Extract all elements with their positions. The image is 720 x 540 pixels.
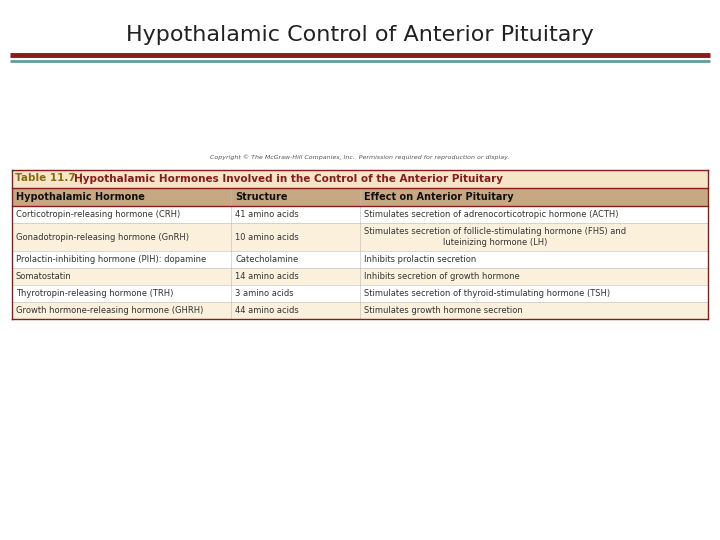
Bar (12, 206, 708, 223)
Text: Somatostatin: Somatostatin (16, 272, 72, 281)
Text: Inhibits secretion of growth hormone: Inhibits secretion of growth hormone (364, 272, 520, 281)
Text: Hypothalamic Hormone: Hypothalamic Hormone (16, 192, 145, 202)
Text: Structure: Structure (235, 192, 288, 202)
Text: Table 11.7 |: Table 11.7 | (15, 173, 87, 185)
Text: Stimulates growth hormone secretion: Stimulates growth hormone secretion (364, 306, 523, 315)
Text: Gonadotropin-releasing hormone (GnRH): Gonadotropin-releasing hormone (GnRH) (16, 233, 189, 241)
Text: Copyright © The McGraw-Hill Companies, Inc.  Permission required for reproductio: Copyright © The McGraw-Hill Companies, I… (210, 154, 510, 160)
Bar (12, 188, 708, 206)
Text: Stimulates secretion of adrenocorticotropic hormone (ACTH): Stimulates secretion of adrenocorticotro… (364, 210, 618, 219)
Bar (12, 302, 708, 319)
Text: Stimulates secretion of follicle-stimulating hormone (FHS) and
luteinizing hormo: Stimulates secretion of follicle-stimula… (364, 227, 626, 247)
Bar (12, 223, 708, 251)
Text: Hypothalamic Hormones Involved in the Control of the Anterior Pituitary: Hypothalamic Hormones Involved in the Co… (74, 174, 503, 184)
Bar (12, 285, 708, 302)
Text: Prolactin-inhibiting hormone (PIH): dopamine: Prolactin-inhibiting hormone (PIH): dopa… (16, 255, 206, 264)
Text: Thyrotropin-releasing hormone (TRH): Thyrotropin-releasing hormone (TRH) (16, 289, 174, 298)
Text: Catecholamine: Catecholamine (235, 255, 299, 264)
Text: Inhibits prolactin secretion: Inhibits prolactin secretion (364, 255, 476, 264)
Text: 10 amino acids: 10 amino acids (235, 233, 299, 241)
Text: Effect on Anterior Pituitary: Effect on Anterior Pituitary (364, 192, 513, 202)
Text: Corticotropin-releasing hormone (CRH): Corticotropin-releasing hormone (CRH) (16, 210, 180, 219)
Text: Growth hormone-releasing hormone (GHRH): Growth hormone-releasing hormone (GHRH) (16, 306, 203, 315)
Text: 44 amino acids: 44 amino acids (235, 306, 299, 315)
Bar (12, 268, 708, 285)
Text: 41 amino acids: 41 amino acids (235, 210, 299, 219)
Text: 3 amino acids: 3 amino acids (235, 289, 294, 298)
Text: Stimulates secretion of thyroid-stimulating hormone (TSH): Stimulates secretion of thyroid-stimulat… (364, 289, 610, 298)
Text: Hypothalamic Control of Anterior Pituitary: Hypothalamic Control of Anterior Pituita… (126, 25, 594, 45)
Text: 14 amino acids: 14 amino acids (235, 272, 299, 281)
Bar (12, 251, 708, 268)
Bar (12, 170, 708, 188)
